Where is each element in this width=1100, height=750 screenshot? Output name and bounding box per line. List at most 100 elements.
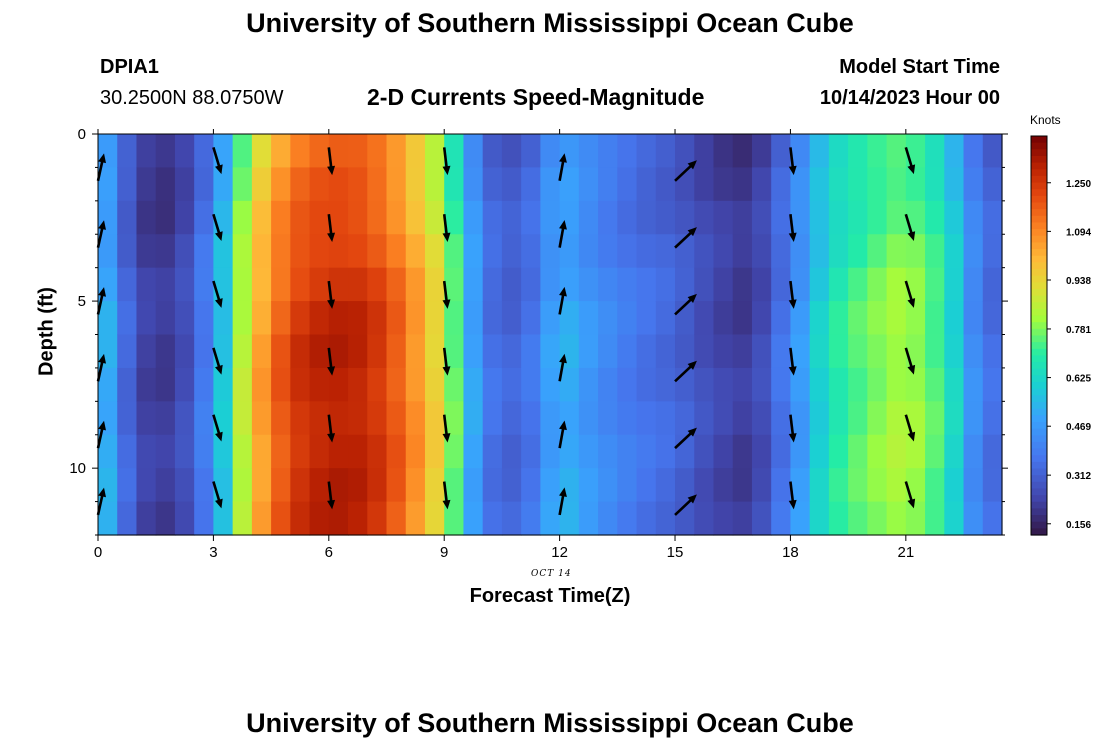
heatmap-cell (675, 267, 695, 302)
heatmap-cell (848, 501, 868, 536)
heatmap-cell (386, 334, 407, 369)
heatmap-cell (540, 434, 561, 469)
heatmap-cell (271, 401, 291, 436)
heatmap-cell (386, 367, 407, 402)
heatmap-cell (675, 334, 695, 369)
heatmap-cell (348, 401, 368, 436)
colorbar-frame (1030, 135, 1048, 536)
heatmap-cell (232, 367, 253, 402)
heatmap-cell (251, 334, 272, 369)
heatmap-cell (598, 468, 618, 503)
heatmap-cell (386, 434, 407, 469)
heatmap-cell (98, 501, 118, 536)
heatmap-cell (405, 200, 426, 235)
heatmap-cell (694, 468, 715, 503)
heatmap-cell (290, 167, 311, 202)
heatmap-cell (155, 267, 176, 302)
heatmap-cell (174, 167, 195, 202)
heatmap-cell (348, 301, 368, 336)
heatmap-cell (598, 167, 618, 202)
heatmap-cell (290, 468, 311, 503)
heatmap-cell (309, 367, 330, 402)
heatmap-cell (271, 301, 291, 336)
heatmap-cell (598, 401, 618, 436)
heatmap-cell (655, 200, 676, 235)
heatmap-cell (444, 434, 465, 469)
heatmap-cell (982, 367, 1003, 402)
heatmap-cell (136, 501, 157, 536)
current-arrow (327, 147, 336, 176)
heatmap-cell (271, 167, 291, 202)
heatmap-cell (232, 134, 253, 169)
heatmap-cell (694, 301, 715, 336)
heatmap-cell (675, 134, 695, 169)
heatmap-cell (751, 167, 772, 202)
heatmap-cell (232, 301, 253, 336)
heatmap-cell (271, 501, 291, 536)
heatmap-cell (501, 501, 522, 536)
heatmap-cell (790, 367, 811, 402)
heatmap-cell (521, 267, 541, 302)
heatmap-cell (117, 434, 138, 469)
heatmap-cell (925, 468, 945, 503)
heatmap-cell (963, 267, 984, 302)
heatmap-cell (309, 267, 330, 302)
heatmap-cell (905, 234, 926, 269)
colorbar-segment (1031, 136, 1047, 144)
heatmap-cell (636, 234, 657, 269)
heatmap-cell (694, 334, 715, 369)
heatmap-cell (848, 401, 868, 436)
heatmap-cell (771, 401, 792, 436)
heatmap-cell (98, 167, 118, 202)
heatmap-cell (290, 200, 311, 235)
heatmap-cell (636, 334, 657, 369)
heatmap-cell (982, 200, 1003, 235)
heatmap-cell (790, 200, 811, 235)
heatmap-cell (213, 200, 234, 235)
heatmap-cell (771, 334, 792, 369)
heatmap-cell (982, 334, 1003, 369)
heatmap-cell (155, 167, 176, 202)
heatmap-cell (598, 501, 618, 536)
current-arrow (212, 347, 223, 375)
heatmap-cell (386, 134, 407, 169)
heatmap-cell (598, 200, 618, 235)
heatmap-cell (559, 367, 580, 402)
heatmap-cell (213, 434, 234, 469)
heatmap-cell (944, 301, 965, 336)
heatmap-cell (117, 267, 138, 302)
colorbar-segment (1031, 302, 1047, 310)
colorbar-segment (1031, 169, 1047, 177)
heatmap-cell (790, 434, 811, 469)
heatmap-cell (98, 367, 118, 402)
colorbar-segment (1031, 269, 1047, 277)
heatmap-cell (309, 501, 330, 536)
heatmap-cell (424, 501, 445, 536)
x-tick-label: 15 (667, 544, 684, 561)
heatmap-cell (213, 334, 234, 369)
heatmap-cell (751, 267, 772, 302)
model-start-label: Model Start Time (839, 56, 1000, 78)
colorbar-segment (1031, 182, 1047, 190)
colorbar-segment (1031, 222, 1047, 230)
current-arrow (558, 420, 567, 449)
x-tick-label: 18 (782, 544, 799, 561)
heatmap-cell (251, 367, 272, 402)
heatmap-cell (925, 401, 945, 436)
heatmap-cell (828, 468, 849, 503)
heatmap-cell (386, 468, 407, 503)
colorbar-segment (1031, 235, 1047, 243)
heatmap-cell (463, 200, 484, 235)
heatmap-cell (174, 401, 195, 436)
colorbar-segment (1031, 202, 1047, 210)
colorbar-segment (1031, 375, 1047, 383)
heatmap-cell (578, 267, 599, 302)
heatmap-cell (155, 134, 176, 169)
heatmap-cell (424, 401, 445, 436)
heatmap-cell (367, 367, 388, 402)
heatmap-cell (905, 200, 926, 235)
heatmap-cell (309, 134, 330, 169)
heatmap-cell (405, 134, 426, 169)
x-tick-label: 9 (440, 544, 448, 561)
heatmap-cell (771, 301, 792, 336)
